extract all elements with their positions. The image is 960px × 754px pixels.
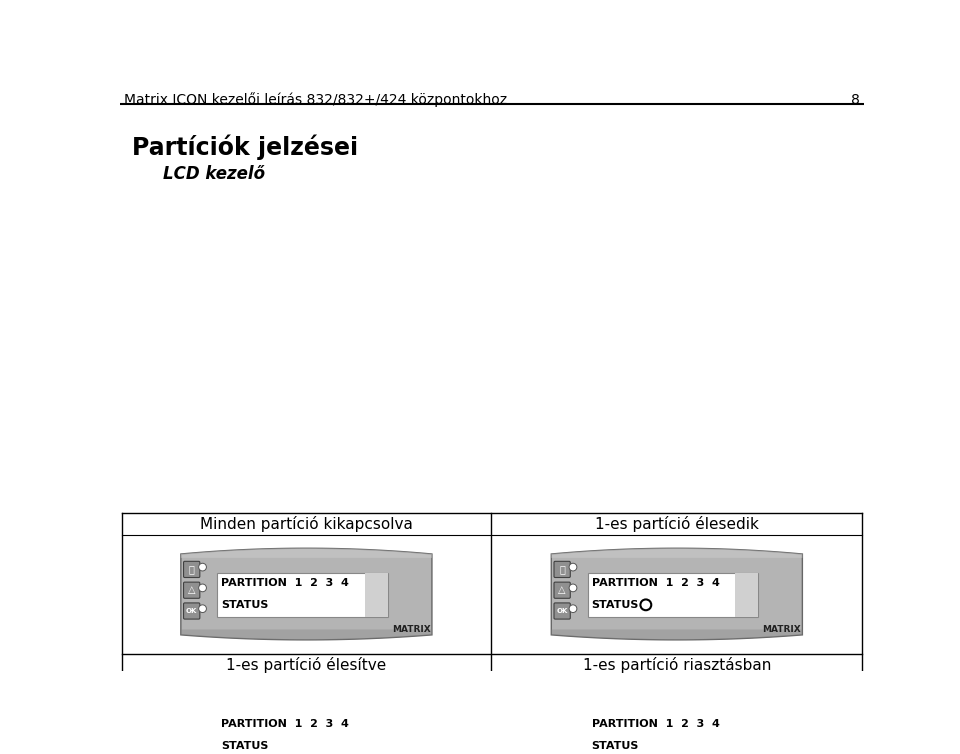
Circle shape	[569, 725, 577, 733]
FancyBboxPatch shape	[554, 744, 570, 754]
FancyBboxPatch shape	[735, 572, 758, 618]
Text: Matrix ICON kezelői leírás 832/832+/424 központokhoz: Matrix ICON kezelői leírás 832/832+/424 …	[124, 92, 507, 107]
Text: 1-es partíció riasztásban: 1-es partíció riasztásban	[583, 657, 771, 673]
Circle shape	[569, 563, 577, 571]
FancyBboxPatch shape	[554, 723, 570, 739]
Text: STATUS: STATUS	[221, 600, 269, 610]
FancyBboxPatch shape	[639, 740, 652, 751]
FancyBboxPatch shape	[554, 561, 570, 578]
Polygon shape	[180, 548, 432, 558]
Text: OK: OK	[557, 749, 567, 754]
FancyBboxPatch shape	[217, 572, 388, 618]
Circle shape	[199, 746, 206, 753]
FancyBboxPatch shape	[365, 572, 388, 618]
Polygon shape	[551, 689, 803, 754]
FancyBboxPatch shape	[554, 603, 570, 619]
Text: OK: OK	[186, 608, 198, 614]
Text: 1-es partíció élesedik: 1-es partíció élesedik	[595, 516, 758, 532]
Text: PARTITION  1  2  3  4: PARTITION 1 2 3 4	[591, 578, 719, 588]
Text: ⏻: ⏻	[559, 705, 565, 716]
Text: MATRIX: MATRIX	[762, 625, 801, 634]
Text: △: △	[188, 726, 196, 736]
Circle shape	[569, 704, 577, 712]
FancyBboxPatch shape	[183, 744, 200, 754]
Polygon shape	[180, 689, 432, 754]
Text: Partíciók jelzései: Partíciók jelzései	[132, 135, 358, 160]
FancyBboxPatch shape	[183, 702, 200, 719]
FancyBboxPatch shape	[183, 561, 200, 578]
Circle shape	[199, 704, 206, 712]
Text: △: △	[559, 585, 565, 595]
FancyBboxPatch shape	[183, 723, 200, 739]
Text: ⏻: ⏻	[559, 565, 565, 575]
Text: △: △	[559, 726, 565, 736]
Text: STATUS: STATUS	[221, 740, 269, 751]
Polygon shape	[551, 548, 803, 558]
FancyBboxPatch shape	[735, 713, 758, 754]
Circle shape	[569, 605, 577, 612]
Circle shape	[270, 740, 281, 751]
Text: STATUS: STATUS	[591, 600, 639, 610]
Text: 8: 8	[852, 93, 860, 107]
Circle shape	[569, 584, 577, 592]
FancyBboxPatch shape	[365, 713, 388, 754]
Polygon shape	[180, 630, 432, 640]
Text: STATUS: STATUS	[591, 740, 639, 751]
Polygon shape	[551, 689, 803, 699]
FancyBboxPatch shape	[554, 582, 570, 598]
FancyBboxPatch shape	[183, 582, 200, 598]
FancyBboxPatch shape	[588, 713, 758, 754]
Text: △: △	[188, 585, 196, 595]
FancyBboxPatch shape	[183, 603, 200, 619]
FancyBboxPatch shape	[588, 572, 758, 618]
Text: OK: OK	[557, 608, 567, 614]
Text: Minden partíció kikapcsolva: Minden partíció kikapcsolva	[200, 516, 413, 532]
Polygon shape	[180, 689, 432, 699]
Text: 1-es partíció élesítve: 1-es partíció élesítve	[227, 657, 387, 673]
Text: ⏻: ⏻	[189, 705, 195, 716]
Text: MATRIX: MATRIX	[392, 625, 430, 634]
FancyBboxPatch shape	[554, 702, 570, 719]
Circle shape	[199, 563, 206, 571]
Polygon shape	[551, 630, 803, 640]
Text: LCD kezelő: LCD kezelő	[162, 165, 265, 183]
Circle shape	[199, 725, 206, 733]
Circle shape	[569, 746, 577, 753]
Polygon shape	[551, 548, 803, 640]
Text: PARTITION  1  2  3  4: PARTITION 1 2 3 4	[221, 719, 349, 729]
Text: PARTITION  1  2  3  4: PARTITION 1 2 3 4	[591, 719, 719, 729]
Text: PARTITION  1  2  3  4: PARTITION 1 2 3 4	[221, 578, 349, 588]
Text: OK: OK	[186, 749, 198, 754]
Text: ⏻: ⏻	[189, 565, 195, 575]
Circle shape	[199, 584, 206, 592]
Polygon shape	[180, 548, 432, 640]
FancyBboxPatch shape	[217, 713, 388, 754]
Circle shape	[199, 605, 206, 612]
